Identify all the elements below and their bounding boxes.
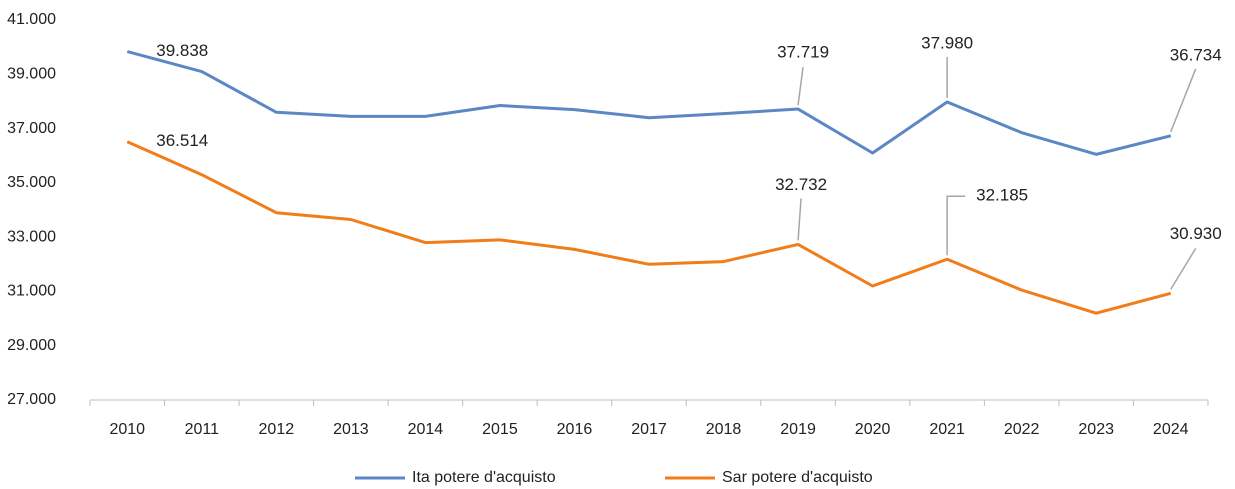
legend-label: Sar potere d'acquisto [722, 469, 873, 486]
x-tick-label: 2017 [631, 421, 667, 438]
series-line [126, 50, 1172, 156]
data-label: 32.732 [775, 175, 827, 194]
data-label: 32.185 [976, 186, 1028, 205]
y-tick-label: 35.000 [7, 174, 56, 191]
series-line [126, 140, 1172, 315]
data-label: 37.980 [921, 33, 973, 52]
x-tick-label: 2014 [408, 421, 444, 438]
x-tick-label: 2021 [929, 421, 965, 438]
y-tick-label: 31.000 [7, 283, 56, 300]
x-tick-label: 2012 [259, 421, 295, 438]
data-label: 36.514 [156, 131, 208, 150]
x-tick-label: 2016 [557, 421, 593, 438]
y-tick-label: 29.000 [7, 337, 56, 354]
x-tick-label: 2022 [1004, 421, 1040, 438]
x-tick-label: 2024 [1153, 421, 1189, 438]
y-tick-label: 37.000 [7, 120, 56, 137]
data-label: 36.734 [1170, 45, 1222, 64]
x-tick-label: 2018 [706, 421, 742, 438]
legend-label: Ita potere d'acquisto [412, 469, 556, 486]
y-tick-label: 33.000 [7, 228, 56, 245]
data-label: 30.930 [1170, 224, 1222, 243]
x-tick-label: 2011 [185, 421, 220, 438]
y-tick-label: 27.000 [7, 391, 56, 408]
x-tick-label: 2010 [109, 421, 145, 438]
x-tick-label: 2015 [482, 421, 518, 438]
y-tick-label: 41.000 [7, 11, 56, 28]
leader-line [946, 195, 966, 256]
leader-line [1170, 247, 1197, 290]
x-tick-label: 2023 [1078, 421, 1114, 438]
leader-line [797, 198, 802, 241]
leader-line [1170, 68, 1197, 133]
x-tick-label: 2019 [780, 421, 816, 438]
data-label: 39.838 [156, 41, 208, 60]
x-tick-label: 2020 [855, 421, 891, 438]
data-label: 37.719 [777, 43, 829, 62]
y-tick-label: 39.000 [7, 66, 56, 83]
leader-line [797, 66, 804, 106]
x-tick-label: 2013 [333, 421, 369, 438]
